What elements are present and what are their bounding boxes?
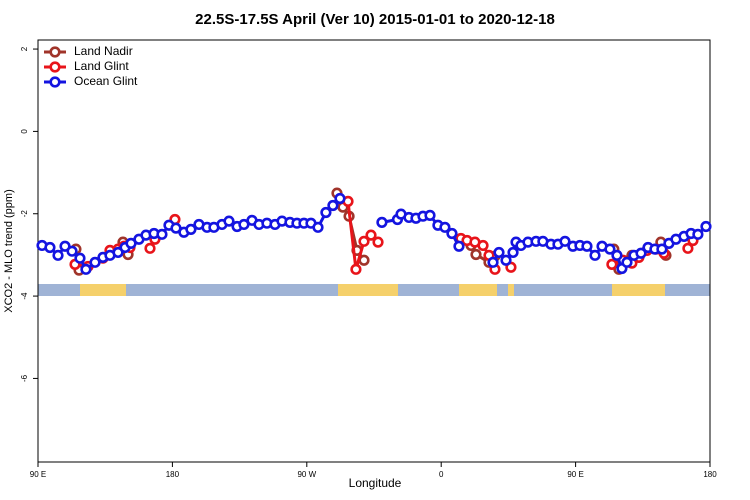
land-strip: [80, 284, 126, 296]
chart-title: 22.5S-17.5S April (Ver 10) 2015-01-01 to…: [195, 11, 555, 28]
data-point: [223, 215, 235, 227]
x-tick-label: 90 W: [297, 470, 316, 479]
data-point: [80, 263, 92, 275]
data-point: [376, 216, 388, 228]
data-point: [589, 249, 601, 261]
data-point: [487, 256, 499, 268]
legend-swatch-point: [49, 46, 61, 58]
data-point: [365, 229, 377, 241]
x-tick-label: 0: [439, 470, 444, 479]
data-point: [446, 227, 458, 240]
data-point: [44, 241, 56, 254]
land-strip: [338, 284, 398, 296]
y-tick-label: 2: [20, 46, 29, 51]
y-tick-label: -6: [20, 374, 29, 382]
x-tick-label: 90 E: [30, 470, 46, 479]
data-point: [439, 221, 451, 233]
data-point: [656, 243, 668, 255]
data-point: [358, 235, 370, 247]
data-point: [500, 254, 512, 266]
data-point: [66, 245, 78, 257]
data-point: [358, 254, 370, 266]
data-point: [112, 246, 124, 259]
y-tick-label: 0: [20, 129, 29, 134]
y-tick-label: -4: [20, 292, 29, 300]
legend-swatch-point: [49, 76, 61, 88]
data-point: [334, 192, 346, 205]
y-axis-label: XCO2 - MLO trend (ppm): [3, 189, 15, 312]
data-point: [700, 220, 712, 233]
data-point: [470, 248, 482, 261]
data-point: [320, 206, 332, 219]
data-point: [89, 256, 101, 268]
legend-label: Land Nadir: [74, 44, 133, 58]
data-point: [59, 240, 71, 252]
data-point: [372, 236, 384, 248]
x-tick-label: 180: [703, 470, 717, 479]
y-tick-label: -2: [20, 210, 29, 218]
data-point: [312, 221, 324, 233]
data-point: [156, 228, 168, 240]
data-point: [144, 242, 156, 254]
data-point: [606, 258, 618, 270]
data-point: [507, 246, 519, 259]
x-tick-label: 90 E: [567, 470, 583, 479]
land-strip: [508, 284, 514, 296]
land-strip: [459, 284, 497, 296]
data-point: [350, 263, 362, 275]
data-point: [581, 240, 593, 252]
data-point: [185, 223, 197, 235]
x-axis-label: Longitude: [349, 476, 402, 490]
x-tick-label: 180: [166, 470, 180, 479]
data-point: [493, 246, 505, 259]
data-point: [604, 243, 616, 255]
data-point: [682, 242, 694, 254]
legend-label: Ocean Glint: [74, 74, 138, 88]
legend-swatch-point: [49, 61, 61, 73]
data-point: [611, 249, 623, 261]
land-strip: [612, 284, 665, 296]
data-point: [621, 256, 633, 268]
data-point: [424, 209, 436, 221]
data-point: [477, 239, 489, 252]
legend-label: Land Glint: [74, 59, 129, 73]
data-point: [74, 252, 86, 264]
data-point: [692, 228, 704, 240]
data-point: [52, 249, 64, 261]
land-ocean-strip: [38, 284, 710, 296]
data-point: [559, 235, 571, 247]
data-point: [327, 199, 339, 212]
data-point: [635, 247, 647, 259]
data-point: [453, 240, 465, 252]
plot-frame: [37, 39, 711, 463]
